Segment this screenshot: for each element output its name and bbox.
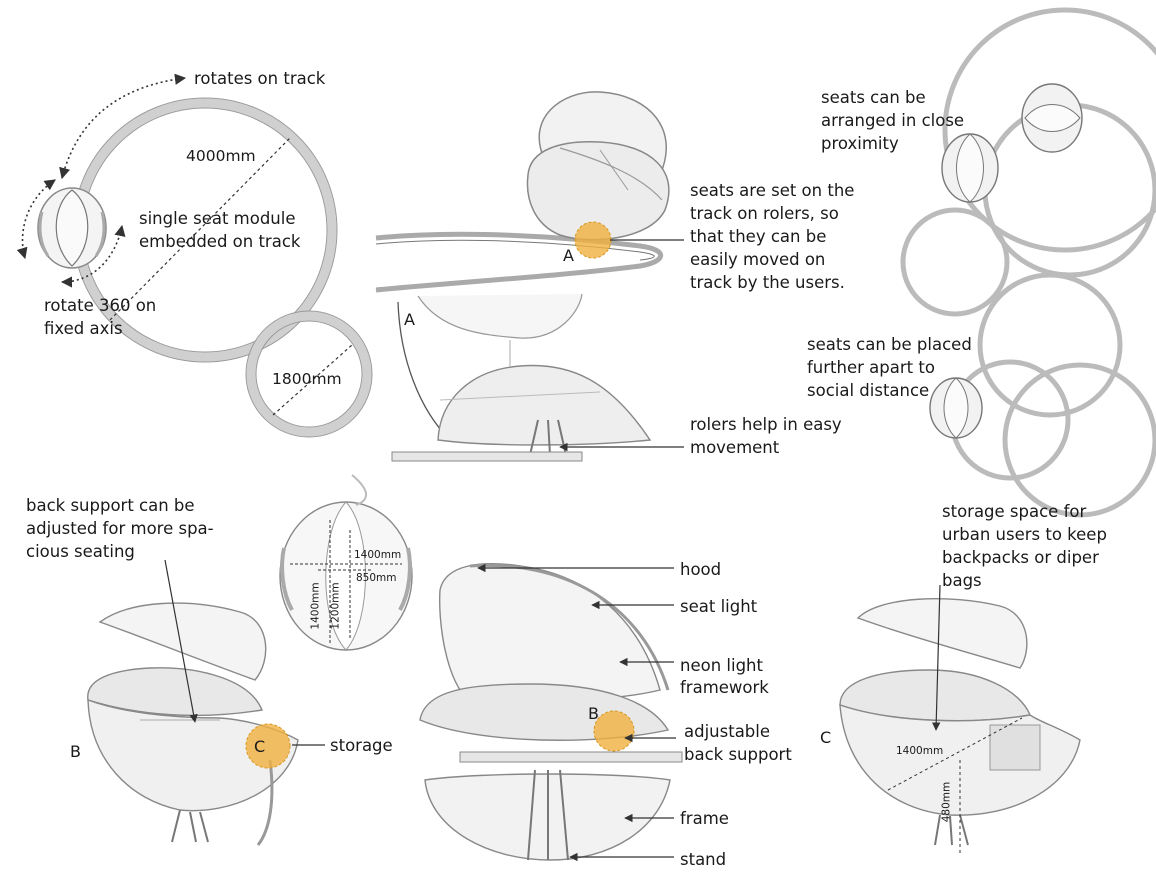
back-support-note-line3: cious seating [26,542,135,561]
dim-width-850: 850mm [356,572,397,584]
rotates-on-track-label: rotates on track [194,69,326,88]
large-diameter-line [109,137,291,321]
single-seat-module [37,187,107,269]
social-distance-line2: further apart to [807,358,935,377]
storage-space-note-line4: bags [942,571,982,590]
single-seat-label-line2: embedded on track [139,232,301,251]
seat-pod [1021,83,1083,153]
storage-pod-view [87,559,325,846]
multi-track-layout [900,7,1156,518]
social-distance-line1: seats can be placed [807,335,972,354]
small-diameter-label: 1800mm [272,370,342,388]
seat-light-label: seat light [680,597,758,616]
dim-storage-width: 1400mm [896,745,944,757]
section-marker-b: B [70,742,81,761]
storage-highlight-c [245,723,291,769]
section-marker-a-detail: A [404,310,415,329]
section-marker-c-right: C [820,728,832,747]
close-proximity-line3: proximity [821,134,899,153]
rotate-label-line1: rotate 360 on [44,296,157,315]
hood-label: hood [680,560,722,579]
rolers-note-line1: rolers help in easy [690,415,842,434]
close-proximity-line1: seats can be [821,88,926,107]
track-note-line4: easily moved on [690,250,826,269]
storage-space-note-line3: backpacks or diper [942,548,1099,567]
track-note-line3: that they can be [690,227,827,246]
storage-space-note-line2: urban users to keep [942,525,1107,544]
storage-space-view [839,584,1081,856]
frame-label: frame [680,809,729,828]
track-section-view [375,91,684,462]
rolers-note-line2: movement [690,438,780,457]
back-support-note-line2: adjusted for more spa- [26,519,214,538]
roller-highlight-a [574,221,612,259]
seat-pod [929,377,983,439]
track-note-line2: track on rolers, so [690,204,839,223]
adjustable-label-line1: adjustable [684,722,771,741]
track-note-line1: seats are set on the [690,181,855,200]
section-marker-a: A [563,246,574,265]
single-seat-label-line1: single seat module [139,209,296,228]
small-track-ring [246,311,372,437]
close-proximity-line2: arranged in close [821,111,965,130]
dim-width-1400: 1400mm [354,549,402,561]
back-support-highlight-b [593,710,635,752]
dim-height-1400: 1400mm [309,582,322,630]
section-marker-b-center: B [588,704,599,723]
component-view [419,563,683,862]
stand-label: stand [680,850,727,869]
track-ring [900,207,1010,317]
dim-storage-height: 480mm [940,781,953,823]
seat-pod [941,133,999,203]
dim-height-1200: 1200mm [329,582,342,630]
adjustable-label-line2: back support [684,745,792,764]
neon-light-label-line1: neon light [680,656,763,675]
track-ring [977,272,1123,418]
rotates-arrow [59,73,187,180]
track-ring [1002,362,1156,518]
rotate-360-arrow-left [16,179,56,260]
storage-space-note-line1: storage space for [942,502,1087,521]
track-plan-view [16,73,373,438]
track-ring [942,7,1156,253]
large-diameter-label: 4000mm [186,147,256,165]
back-support-note-line1: back support can be [26,496,195,515]
social-distance-line3: social distance [807,381,930,400]
storage-label: storage [330,736,393,755]
pod-on-track [526,91,670,241]
neon-light-label-line2: framework [680,678,769,697]
track-note-line5: track by the users. [690,273,845,292]
sphere-elevation [279,474,413,651]
section-a-detail [391,293,652,462]
rotate-label-line2: fixed axis [44,319,123,338]
section-marker-c: C [254,737,266,756]
